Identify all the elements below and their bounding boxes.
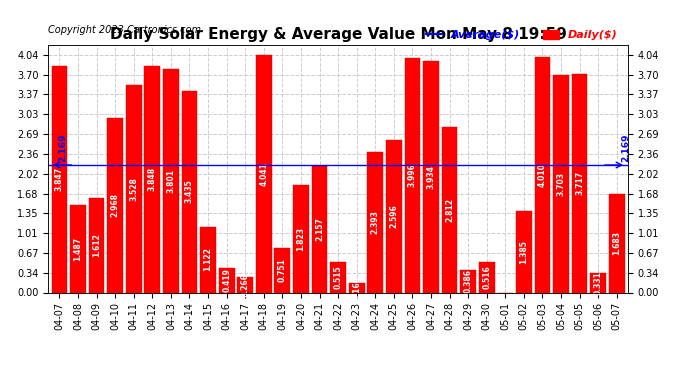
Title: Daily Solar Energy & Average Value Mon May 8 19:59: Daily Solar Energy & Average Value Mon M… xyxy=(110,27,566,42)
Bar xyxy=(107,118,123,292)
Text: 0.160: 0.160 xyxy=(352,276,361,300)
Text: 3.717: 3.717 xyxy=(575,171,584,195)
Text: 0.515: 0.515 xyxy=(333,266,343,289)
Text: 2.169: 2.169 xyxy=(622,134,631,162)
Bar xyxy=(367,152,383,292)
Text: 2.596: 2.596 xyxy=(389,204,398,228)
Text: 3.847: 3.847 xyxy=(55,167,64,192)
Bar xyxy=(293,185,309,292)
Bar xyxy=(89,198,104,292)
Bar xyxy=(386,140,402,292)
Text: 3.996: 3.996 xyxy=(408,163,417,187)
Bar xyxy=(331,262,346,292)
Text: 3.703: 3.703 xyxy=(557,172,566,196)
Text: 4.041: 4.041 xyxy=(259,162,268,186)
Text: 1.122: 1.122 xyxy=(204,248,213,272)
Bar xyxy=(237,277,253,292)
Bar xyxy=(479,262,495,292)
Text: 0.751: 0.751 xyxy=(278,258,287,282)
Text: 3.435: 3.435 xyxy=(185,180,194,203)
Bar xyxy=(516,211,532,292)
Text: 1.612: 1.612 xyxy=(92,233,101,257)
Text: 1.487: 1.487 xyxy=(74,237,83,261)
Bar xyxy=(535,57,551,292)
Bar xyxy=(590,273,606,292)
Text: 3.528: 3.528 xyxy=(129,177,138,201)
Text: 2.968: 2.968 xyxy=(110,193,119,217)
Text: 3.934: 3.934 xyxy=(426,165,435,189)
Bar xyxy=(181,90,197,292)
Bar xyxy=(163,69,179,292)
Text: 2.157: 2.157 xyxy=(315,217,324,241)
Text: 3.848: 3.848 xyxy=(148,167,157,192)
Bar xyxy=(52,66,68,292)
Text: 2.812: 2.812 xyxy=(445,198,454,222)
Bar xyxy=(572,74,587,292)
Bar xyxy=(442,127,457,292)
Bar xyxy=(144,66,160,292)
Legend: Average($), Daily($): Average($), Daily($) xyxy=(421,26,622,45)
Bar xyxy=(219,268,235,292)
Text: 0.331: 0.331 xyxy=(593,271,602,295)
Bar xyxy=(312,166,328,292)
Bar xyxy=(404,58,420,292)
Text: 0.516: 0.516 xyxy=(482,266,491,289)
Bar xyxy=(200,226,216,292)
Text: 0.266: 0.266 xyxy=(241,273,250,297)
Text: 2.393: 2.393 xyxy=(371,210,380,234)
Text: 3.801: 3.801 xyxy=(166,169,175,193)
Text: 1.385: 1.385 xyxy=(520,240,529,264)
Bar xyxy=(348,283,364,292)
Bar xyxy=(70,205,86,292)
Text: 2.169: 2.169 xyxy=(59,134,68,162)
Bar xyxy=(609,194,624,292)
Text: 1.683: 1.683 xyxy=(612,231,621,255)
Bar xyxy=(275,248,290,292)
Bar xyxy=(423,61,439,292)
Bar xyxy=(460,270,476,292)
Text: 0.419: 0.419 xyxy=(222,268,231,292)
Bar xyxy=(256,55,272,292)
Bar xyxy=(553,75,569,292)
Text: Copyright 2023 Cartronics.com: Copyright 2023 Cartronics.com xyxy=(48,25,201,35)
Text: 1.823: 1.823 xyxy=(297,227,306,251)
Bar xyxy=(126,85,141,292)
Text: 0.386: 0.386 xyxy=(464,269,473,293)
Text: 4.010: 4.010 xyxy=(538,163,547,187)
